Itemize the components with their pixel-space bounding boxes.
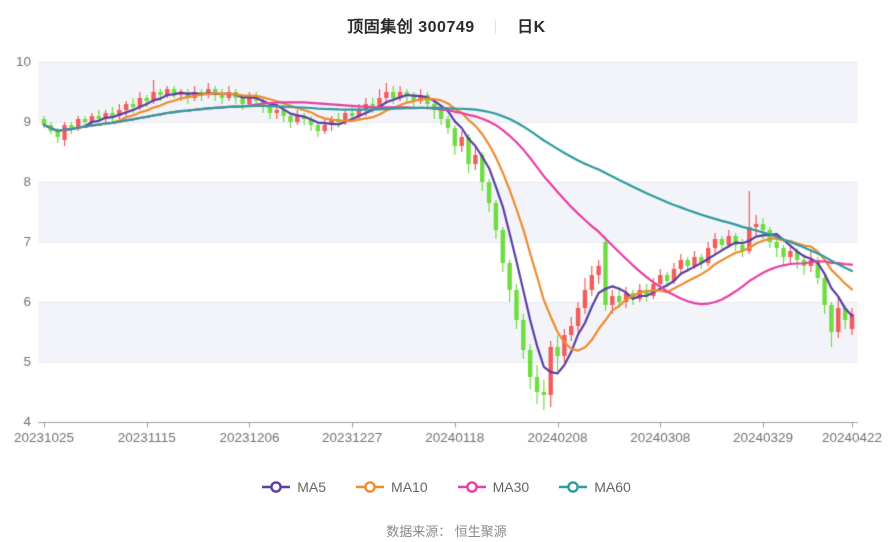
legend-label: MA5 xyxy=(297,479,327,495)
data-source-note: 数据来源： 恒生聚源 xyxy=(386,524,507,539)
legend-item-ma10[interactable]: MA10 xyxy=(356,479,428,495)
legend-item-ma30[interactable]: MA30 xyxy=(457,479,530,495)
chart-legend: MA5 MA10 MA30 MA60 xyxy=(0,479,893,495)
legend-marker-ma10 xyxy=(356,481,385,493)
legend-label: MA60 xyxy=(594,479,631,495)
kline-chart-canvas[interactable] xyxy=(0,0,893,462)
legend-item-ma5[interactable]: MA5 xyxy=(262,479,326,495)
legend-marker-ma30 xyxy=(457,481,486,493)
legend-marker-ma60 xyxy=(559,481,588,493)
legend-label: MA10 xyxy=(391,479,428,495)
legend-item-ma60[interactable]: MA60 xyxy=(559,479,631,495)
legend-label: MA30 xyxy=(492,479,530,495)
legend-marker-ma5 xyxy=(262,481,291,493)
